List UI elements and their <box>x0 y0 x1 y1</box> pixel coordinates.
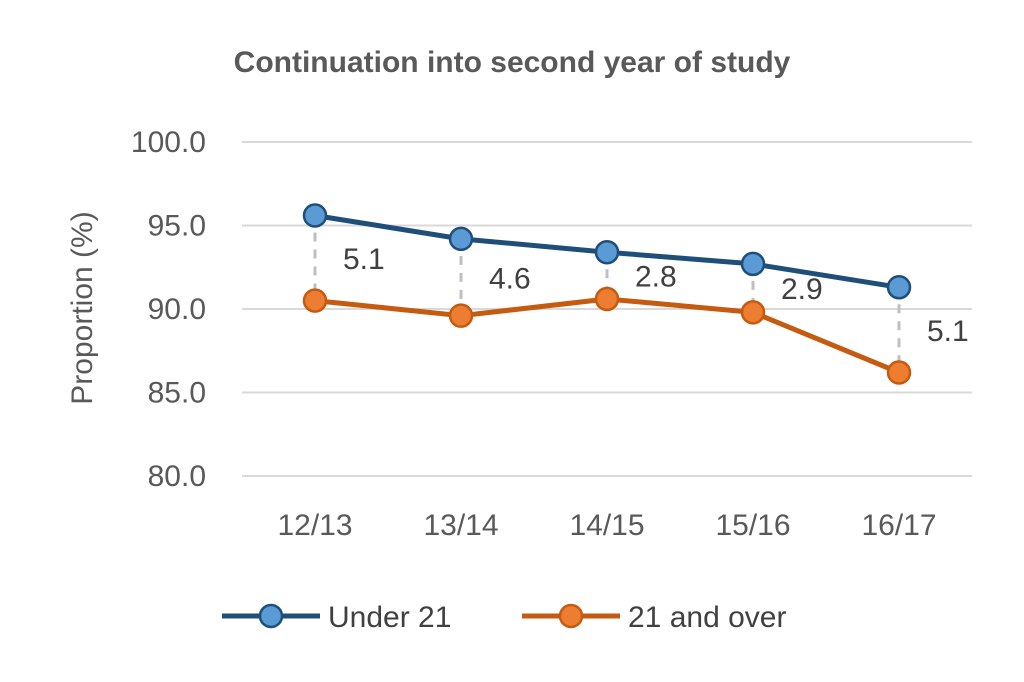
y-tick-label: 80.0 <box>148 460 206 493</box>
x-tick-labels: 12/13 13/14 14/15 15/16 16/17 <box>277 509 936 542</box>
y-tick-label: 90.0 <box>148 293 206 326</box>
x-tick-label: 14/15 <box>569 509 644 542</box>
series-point-0 <box>886 275 912 300</box>
x-tick-label: 12/13 <box>277 509 352 542</box>
series-point-0 <box>448 226 474 252</box>
gap-label: 5.1 <box>343 243 385 276</box>
legend-label-1: 21 and over <box>628 601 786 634</box>
gap-label: 4.6 <box>489 262 531 295</box>
y-tick-label: 100.0 <box>131 126 206 159</box>
gap-label: 5.1 <box>927 315 969 348</box>
gap-label: 2.8 <box>635 261 677 294</box>
y-axis-label: Proportion (%) <box>66 211 99 404</box>
series-point-1 <box>594 286 620 312</box>
series-point-0 <box>740 251 766 277</box>
y-tick-label: 95.0 <box>148 210 206 243</box>
series-point-0 <box>302 203 328 228</box>
x-tick-label: 13/14 <box>423 509 498 542</box>
gap-labels: 5.1 4.6 2.8 2.9 5.1 <box>343 243 969 348</box>
series-point-1 <box>448 303 474 328</box>
series-point-1 <box>886 360 912 385</box>
x-tick-label: 16/17 <box>861 509 936 542</box>
legend-label-0: Under 21 <box>328 601 451 634</box>
chart-title: Continuation into second year of study <box>234 46 791 79</box>
series-point-1 <box>302 288 328 313</box>
x-tick-label: 15/16 <box>715 509 790 542</box>
series-lines <box>302 203 912 385</box>
series-point-0 <box>594 239 620 265</box>
y-tick-label: 85.0 <box>148 377 206 410</box>
legend-marker-1 <box>558 603 584 629</box>
legend: Under 21 21 and over <box>222 601 786 634</box>
y-tick-labels: 80.0 85.0 90.0 95.0 100.0 <box>131 126 206 493</box>
gap-label: 2.9 <box>781 273 823 306</box>
legend-marker-0 <box>258 603 284 629</box>
series-point-1 <box>740 300 766 325</box>
